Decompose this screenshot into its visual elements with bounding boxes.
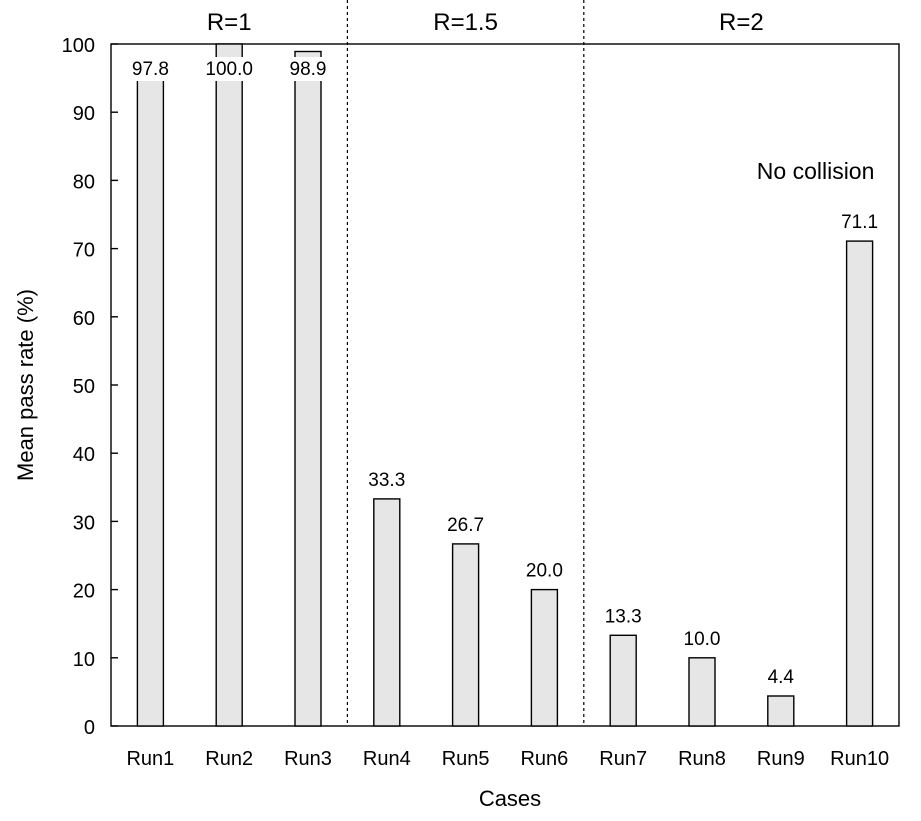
y-axis-title: Mean pass rate (%) bbox=[13, 289, 38, 481]
bar-run4 bbox=[373, 498, 401, 727]
x-tick-label: Run7 bbox=[599, 748, 647, 770]
value-label: 97.8 bbox=[132, 59, 169, 80]
value-label-bg bbox=[126, 57, 175, 81]
value-label: 71.1 bbox=[841, 212, 878, 233]
y-tick-label: 100 bbox=[62, 35, 95, 57]
y-tick-label: 70 bbox=[73, 240, 95, 262]
x-tick-label: Run9 bbox=[757, 748, 805, 770]
y-tick-label: 60 bbox=[73, 308, 95, 330]
group-label: R=1 bbox=[207, 9, 252, 36]
x-tick-label: Run3 bbox=[284, 748, 332, 770]
x-tick-label: Run2 bbox=[205, 748, 253, 770]
y-tick-label: 80 bbox=[73, 171, 95, 193]
x-tick-label: Run6 bbox=[520, 748, 568, 770]
group-label: R=1.5 bbox=[433, 9, 498, 36]
value-label: 10.0 bbox=[684, 629, 721, 650]
y-tick-label: 10 bbox=[73, 649, 95, 671]
value-label: 100.0 bbox=[205, 59, 253, 80]
value-label-bg bbox=[199, 57, 259, 81]
annotation-no-collision: No collision bbox=[757, 158, 875, 184]
value-label-bg bbox=[284, 57, 332, 81]
y-tick-label: 90 bbox=[73, 103, 95, 125]
value-label: 4.4 bbox=[768, 667, 795, 688]
bar-run3 bbox=[294, 50, 322, 727]
value-label: 98.9 bbox=[290, 59, 327, 80]
label-layer: 97.8 100.0 98.9 33.3 26.7 20.0 13.3 10.0 4.4 71.1… bbox=[126, 9, 878, 688]
bar-run6 bbox=[530, 588, 559, 727]
bar-run2 bbox=[215, 43, 243, 727]
x-tick-label: Run4 bbox=[363, 748, 411, 770]
y-tick-label: 30 bbox=[73, 512, 95, 534]
axis-layer: 0 10 20 30 40 50 60 70 80 90 100 Run1 Run2 Run3 Run4 Ru… bbox=[62, 35, 889, 770]
y-tick-label: 20 bbox=[73, 581, 95, 603]
y-tick-label: 40 bbox=[73, 444, 95, 466]
bar-run7 bbox=[609, 634, 637, 727]
bar-run5 bbox=[451, 543, 480, 727]
bar-layer bbox=[136, 43, 874, 727]
x-tick-label: Run1 bbox=[126, 748, 174, 770]
value-label: 26.7 bbox=[447, 515, 484, 536]
x-tick-label: Run8 bbox=[678, 748, 726, 770]
group-divider-layer bbox=[346, 0, 585, 726]
x-tick-label: Run10 bbox=[830, 748, 889, 770]
group-label: R=2 bbox=[719, 9, 764, 36]
value-label: 13.3 bbox=[605, 606, 642, 627]
bar-run9 bbox=[767, 695, 795, 727]
x-tick-label: Run5 bbox=[442, 748, 490, 770]
bar-run8 bbox=[688, 657, 716, 727]
bar-run10 bbox=[845, 240, 874, 727]
x-axis-title: Cases bbox=[479, 786, 541, 811]
bar-run1 bbox=[136, 58, 165, 727]
y-tick-label: 0 bbox=[84, 717, 95, 739]
value-label: 33.3 bbox=[368, 470, 405, 491]
value-label: 20.0 bbox=[526, 561, 563, 582]
y-tick-label: 50 bbox=[73, 376, 95, 398]
